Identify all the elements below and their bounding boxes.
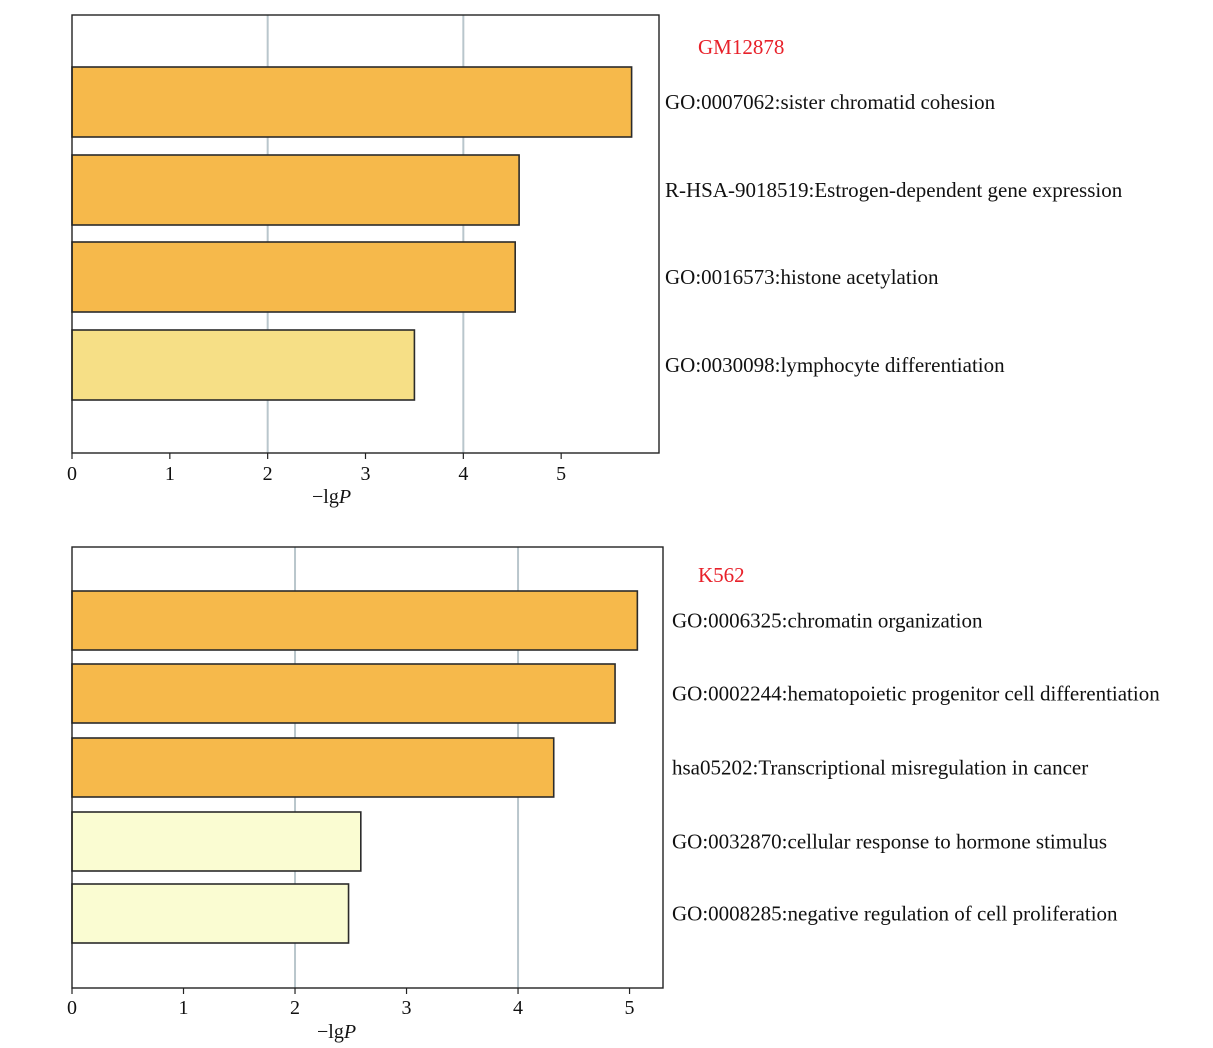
x-axis-label-variable: P xyxy=(338,486,351,508)
x-tick-label: 5 xyxy=(625,997,635,1019)
category-label: hsa05202:Transcriptional misregulation i… xyxy=(672,756,1088,780)
bar xyxy=(71,66,633,138)
category-label: GO:0002244:hematopoietic progenitor cell… xyxy=(672,682,1160,706)
category-label: GO:0016573:histone acetylation xyxy=(665,265,939,289)
category-label: R-HSA-9018519:Estrogen-dependent gene ex… xyxy=(665,178,1123,202)
bar xyxy=(71,590,639,651)
category-label: GO:0032870:cellular response to hormone … xyxy=(672,830,1107,854)
x-tick-label: 4 xyxy=(458,463,468,485)
bar xyxy=(71,663,616,724)
x-tick-label: 0 xyxy=(67,463,77,485)
category-label: GO:0008285:negative regulation of cell p… xyxy=(672,902,1118,926)
x-axis-label: −lgP xyxy=(312,486,351,508)
x-tick-label: 1 xyxy=(165,463,175,485)
bar xyxy=(71,883,350,944)
bar xyxy=(71,329,416,401)
x-axis-label-prefix: −lg xyxy=(312,486,339,508)
bar xyxy=(71,811,362,872)
category-label: GO:0007062:sister chromatid cohesion xyxy=(665,90,996,114)
panel-title: GM12878 xyxy=(698,35,784,59)
x-axis-label: −lgP xyxy=(317,1021,356,1043)
bar xyxy=(71,241,516,313)
x-axis-label-prefix: −lg xyxy=(317,1021,344,1043)
x-tick-label: 3 xyxy=(361,463,371,485)
k562-panel: 0 1 2 3 4 5 GO:0006325:chromatin organization G… xyxy=(67,546,1160,1043)
x-tick-label: 5 xyxy=(556,463,566,485)
x-tick-label: 2 xyxy=(290,997,300,1019)
bar xyxy=(71,154,520,226)
bar xyxy=(71,737,555,798)
x-tick-label: 1 xyxy=(179,997,189,1019)
x-tick-label: 4 xyxy=(513,997,523,1019)
x-tick-label: 2 xyxy=(263,463,273,485)
category-label: GO:0030098:lymphocyte differentiation xyxy=(665,353,1005,377)
x-axis-label-variable: P xyxy=(343,1021,356,1043)
plot-frame xyxy=(71,546,664,989)
category-label: GO:0006325:chromatin organization xyxy=(672,609,983,633)
panel-title: K562 xyxy=(698,563,745,587)
x-tick-label: 3 xyxy=(402,997,412,1019)
gm12878-panel: 0 1 2 3 4 5 GO:0007062:sister chromatid cohesi… xyxy=(67,14,1123,508)
x-tick-label: 0 xyxy=(67,997,77,1019)
